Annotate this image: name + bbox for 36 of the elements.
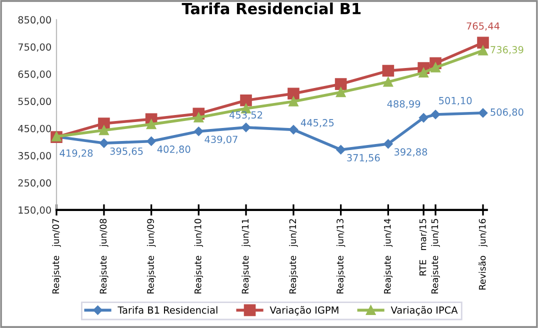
y-tick-label: 550,00 <box>18 98 51 106</box>
x-tick-label: Reajsute jun/11 <box>242 219 250 294</box>
x-tick-label: Reajsute jun/13 <box>336 218 346 294</box>
y-tick-label: 450,00 <box>18 124 51 134</box>
data-label: 488,99 <box>387 100 420 109</box>
data-label: 736,39 <box>490 46 524 54</box>
data-label: 371,56 <box>347 154 380 162</box>
y-tick-label: 650,00 <box>18 70 51 79</box>
x-tick-label: Reajsute jun/12 <box>289 219 298 294</box>
data-label: 439,07 <box>204 136 238 144</box>
y-tick-label: 350,00 <box>18 152 51 160</box>
x-tick-label: Reajsute jun/10 <box>194 218 204 294</box>
data-label: 395,65 <box>110 148 143 156</box>
y-tick-label: 750,00 <box>18 43 51 52</box>
data-label: 506,80 <box>490 108 524 117</box>
legend-label: Tarifa B1 Residencial <box>118 306 218 314</box>
x-tick-label: Reajsute jun/07 <box>52 219 61 294</box>
y-tick-label: 850,00 <box>18 16 51 25</box>
x-tick-label: Reajsute jun/09 <box>146 218 156 294</box>
x-tick-label: Reajsute jun/15 <box>431 219 440 294</box>
data-label: 453,52 <box>229 111 262 120</box>
x-tick-label: Reajsute jun/08 <box>100 218 108 294</box>
y-tick-label: 150,00 <box>18 206 51 215</box>
legend-label: Variação IPCA <box>390 306 458 316</box>
data-label: 392,88 <box>394 148 428 157</box>
x-tick-label: Revisão jun/16 <box>478 218 488 290</box>
y-tick-label: 250,00 <box>18 179 51 188</box>
data-label: 501,10 <box>439 96 472 106</box>
data-label: 765,44 <box>466 22 500 31</box>
x-tick-label: Reajsute jun/14 <box>384 218 393 294</box>
data-label: 402,80 <box>157 146 190 154</box>
legend-label: Variação IGPM <box>270 306 338 316</box>
data-label: 419,28 <box>60 149 93 158</box>
chart-title: Tarifa Residencial B1 <box>182 2 361 14</box>
data-label: 445,25 <box>300 119 334 128</box>
x-tick-label: RTE mar/15 <box>420 219 427 276</box>
